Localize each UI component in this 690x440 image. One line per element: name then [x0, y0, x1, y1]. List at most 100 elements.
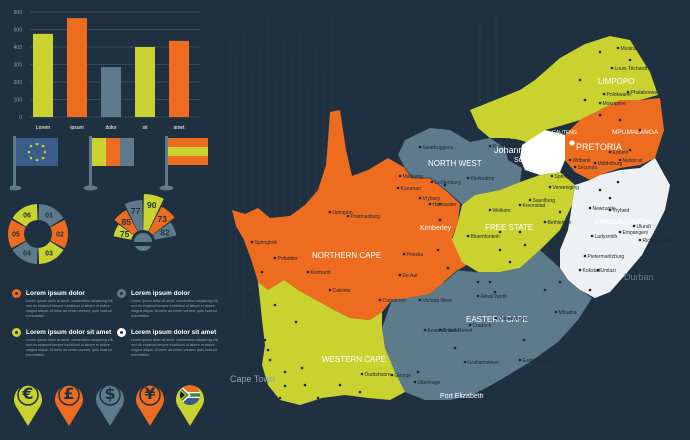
western-cape-region — [258, 280, 405, 405]
town-dot — [466, 234, 470, 238]
town-dot — [498, 230, 502, 234]
town-dot — [248, 293, 252, 297]
town-dot — [508, 260, 512, 264]
legend-marker — [117, 289, 126, 298]
town-dot — [632, 224, 636, 228]
city-label-kimberley: Kimberley — [420, 225, 452, 232]
fan-segment — [148, 206, 175, 235]
town-label: Springbok — [255, 240, 278, 246]
bar-chart: 0 100 200 300 400 500 600 Lorem ipsum dolor sit am… — [14, 10, 200, 131]
town-dot — [573, 165, 577, 169]
town-dot — [360, 372, 364, 376]
province-label-limpopo: LIMPOPO — [598, 77, 634, 86]
town-label: Richards Bay — [643, 238, 673, 244]
town-labels: Musina Louis Trichardt Polokwane Mokopane Ph… — [248, 46, 673, 400]
town-label: Pofadder — [278, 256, 299, 262]
pretoria-marker — [569, 140, 575, 146]
fan-label: 85 — [122, 217, 132, 227]
town-dot — [528, 198, 532, 202]
town-dot — [416, 370, 420, 374]
town-dot — [476, 294, 480, 298]
fan-segment — [124, 200, 143, 232]
town-dot — [413, 380, 417, 384]
town-dot — [578, 268, 582, 272]
town-label: Brits — [508, 138, 519, 144]
town-dot — [608, 208, 612, 212]
province-label-mpumalanga: MPUMALANGA — [612, 129, 659, 136]
town-dot — [523, 243, 527, 247]
legend-marker — [117, 328, 126, 337]
town-dot — [263, 338, 267, 342]
town-dot — [306, 270, 310, 274]
town-label: Carnarvon — [383, 298, 407, 304]
town-label: Mafikeng — [403, 174, 424, 180]
yen-icon: ¥ — [135, 380, 165, 426]
town-label: Bloemfontein — [471, 234, 500, 240]
town-dot — [466, 176, 470, 180]
town-dot — [250, 308, 254, 312]
town-dot — [328, 288, 332, 292]
town-label: Kroonstad — [523, 203, 546, 209]
town-dot — [453, 346, 457, 350]
town-label: Newcastle — [593, 206, 616, 212]
town-dot — [273, 303, 277, 307]
town-label: Kokstad — [583, 268, 601, 274]
town-label: Polokwane — [607, 92, 632, 98]
town-label: Umlazi — [601, 268, 616, 274]
ring-segment — [12, 204, 38, 227]
town-dot — [638, 238, 642, 242]
town-dot — [616, 180, 620, 184]
town-label: Rustenburg — [493, 144, 519, 150]
ring-label: 02 — [56, 232, 64, 239]
town-dot — [518, 358, 522, 362]
town-label: Aliwal North — [481, 294, 508, 300]
town-dot — [608, 196, 612, 200]
town-dot — [438, 328, 442, 332]
town-label: Uitenhage — [418, 380, 441, 386]
town-label: Secunda — [578, 165, 598, 171]
town-label: Upington — [333, 210, 353, 216]
city-label-pretoria: PRETORIA — [576, 142, 622, 152]
fan-segment — [143, 194, 164, 232]
legend-title: Lorem ipsum dolor — [131, 290, 190, 297]
town-label: Kuruman — [401, 186, 422, 192]
town-dot — [438, 218, 442, 222]
city-label-johannesburg: Johannesburg — [494, 145, 551, 155]
town-dot — [303, 383, 307, 387]
fan-label: 77 — [131, 206, 141, 216]
bar — [33, 33, 53, 117]
gauteng-region — [520, 130, 565, 175]
pound-icon: £ — [54, 380, 84, 426]
town-label: Mthatha — [559, 310, 577, 316]
legend-title: Lorem ipsum dolor sit amet — [131, 329, 217, 336]
town-label: Vryburg — [423, 196, 441, 202]
town-dot — [396, 186, 400, 190]
town-dot — [588, 206, 592, 210]
fan-segment — [113, 224, 134, 240]
town-dot — [423, 328, 427, 332]
town-dot — [498, 248, 502, 252]
city-label-soweto: Soweto — [514, 157, 537, 164]
town-label: Witbank — [573, 158, 592, 164]
bar — [169, 40, 189, 117]
striped-flag-icon — [83, 136, 134, 191]
province-label-western-cape: WESTERN CAPE — [322, 355, 386, 364]
town-dot — [488, 280, 492, 284]
fan-base — [93, 242, 193, 246]
town-label: De Aar — [403, 273, 419, 279]
town-dot — [588, 288, 592, 292]
town-label: East London — [523, 358, 551, 364]
town-dot — [583, 254, 587, 258]
province-label-gauteng: GAUTENG — [552, 130, 577, 136]
province-label-northern-cape: NORTHERN CAPE — [312, 251, 381, 260]
town-label: Lichtenburg — [435, 180, 461, 186]
town-dot — [294, 320, 298, 324]
legend-marker — [12, 328, 21, 337]
town-dot — [518, 203, 522, 207]
y-tick-label: 300 — [14, 63, 23, 69]
y-tick-label: 600 — [14, 10, 23, 16]
town-label: Welkom — [493, 208, 511, 214]
bar — [101, 67, 121, 117]
x-tick-label: amet — [173, 125, 185, 131]
town-dot — [438, 202, 442, 206]
